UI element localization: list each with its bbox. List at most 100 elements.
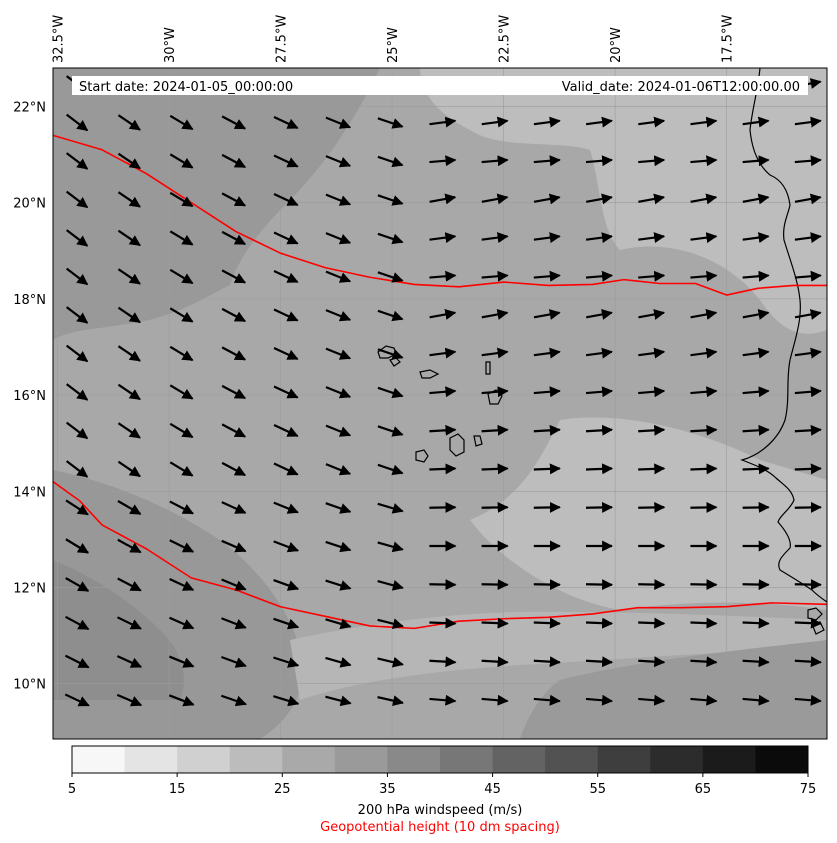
wind-arrow [638, 155, 666, 167]
colorbar-tick-label: 25 [274, 782, 291, 797]
wind-arrow [533, 270, 561, 282]
wind-arrow [117, 500, 142, 515]
colorbar-ticks: 5 15 25 35 45 55 65 75 [68, 773, 816, 797]
wind-arrow [273, 193, 299, 206]
colorbar-segment [387, 746, 441, 773]
wind-arrow [481, 309, 509, 320]
wind-arrow [65, 577, 90, 592]
wind-arrow [65, 267, 89, 286]
wind-arrow [273, 540, 299, 553]
wind-arrow [638, 347, 666, 359]
colorbar-segment [334, 746, 388, 773]
wind-arrow [169, 153, 194, 169]
wind-arrow [221, 578, 247, 591]
wind-arrow [794, 232, 822, 244]
wind-arrow [377, 348, 404, 360]
wind-arrow [221, 655, 247, 668]
wind-arrow [220, 694, 247, 707]
geopotential-contour-1 [53, 481, 827, 630]
wind-arrow [273, 308, 299, 322]
wind-arrow [117, 538, 142, 554]
wind-arrow [585, 617, 614, 629]
colorbar-segment [177, 746, 231, 773]
wind-arrow [221, 617, 247, 630]
wind-arrow [429, 193, 457, 205]
wind-arrow [65, 113, 89, 132]
wind-arrow [429, 656, 457, 668]
lat-label: 18°N [13, 293, 46, 308]
wind-arrow [585, 347, 613, 359]
colorbar-segment [229, 746, 283, 773]
wind-arrow [742, 116, 770, 128]
wind-arrow [690, 463, 718, 475]
wind-arrow [794, 463, 822, 475]
map-frame [52, 67, 828, 740]
wind-arrow [794, 617, 822, 629]
wind-arrow [65, 615, 90, 631]
wind-arrow [377, 695, 404, 707]
wind-arrow [794, 270, 822, 282]
cape-verde-sao-nicolau [419, 369, 440, 379]
wind-arrow [377, 386, 404, 399]
longitude-labels: 32.5°W 30°W 27.5°W 25°W 22.5°W 20°W 17.5°W [51, 15, 735, 63]
wind-arrow [690, 694, 718, 706]
wind-arrow [585, 579, 614, 591]
wind-arrow [638, 232, 666, 244]
colorbar-tick-label: 15 [169, 782, 186, 797]
wind-arrow [65, 229, 89, 247]
wind-arrow [377, 579, 404, 591]
wind-arrow [169, 191, 194, 208]
wind-arrow [794, 155, 822, 167]
wind-arrow [325, 618, 352, 630]
wind-arrow [273, 154, 299, 168]
wind-arrow [481, 656, 509, 668]
wind-arrow [585, 232, 613, 244]
cape-verde-brava [415, 449, 429, 463]
wind-arrow [325, 347, 352, 360]
wind-arrow [117, 229, 141, 247]
wind-arrow [169, 539, 195, 553]
wind-arrow [533, 463, 561, 475]
wind-arrow [377, 463, 404, 476]
wind-arrow [325, 270, 352, 283]
wind-arrow [742, 347, 770, 359]
coastlines [377, 68, 827, 635]
wind-arrow [742, 501, 770, 513]
wind-arrow [116, 655, 143, 668]
shade-dark-northwest [53, 68, 380, 340]
wind-arrow [586, 309, 613, 320]
wind-arrow [690, 232, 718, 244]
wind-arrow [221, 539, 247, 553]
wind-arrow [585, 694, 614, 706]
shade-dark-southeast [520, 640, 827, 739]
wind-arrow [638, 656, 666, 668]
wind-arrow [169, 422, 194, 439]
colorbar-segment [755, 746, 809, 773]
wind-arrow [273, 231, 299, 245]
wind-arrow [117, 422, 141, 439]
cape-verde-santiago [473, 435, 483, 447]
wind-arrow [638, 501, 666, 513]
wind-arrow [690, 424, 718, 436]
wind-arrow [742, 155, 770, 167]
wind-arrow [585, 424, 614, 436]
wind-arrow [169, 384, 194, 400]
wind-arrow [794, 347, 822, 359]
wind-arrow [690, 656, 718, 668]
wind-arrow [273, 424, 299, 437]
wind-arrow [325, 309, 352, 322]
wind-arrow [169, 230, 194, 246]
wind-arrow [325, 540, 352, 553]
wind-arrow [533, 155, 561, 167]
wind-arrow [325, 579, 352, 591]
wind-arrow [742, 656, 770, 668]
wind-arrow [742, 309, 770, 320]
wind-arrow [377, 309, 404, 322]
wind-arrow [273, 385, 299, 399]
wind-arrow [742, 232, 770, 244]
wind-arrow [117, 577, 142, 592]
wind-arrow [169, 500, 194, 515]
wind-arrow [533, 116, 561, 128]
wind-arrow [481, 463, 509, 475]
